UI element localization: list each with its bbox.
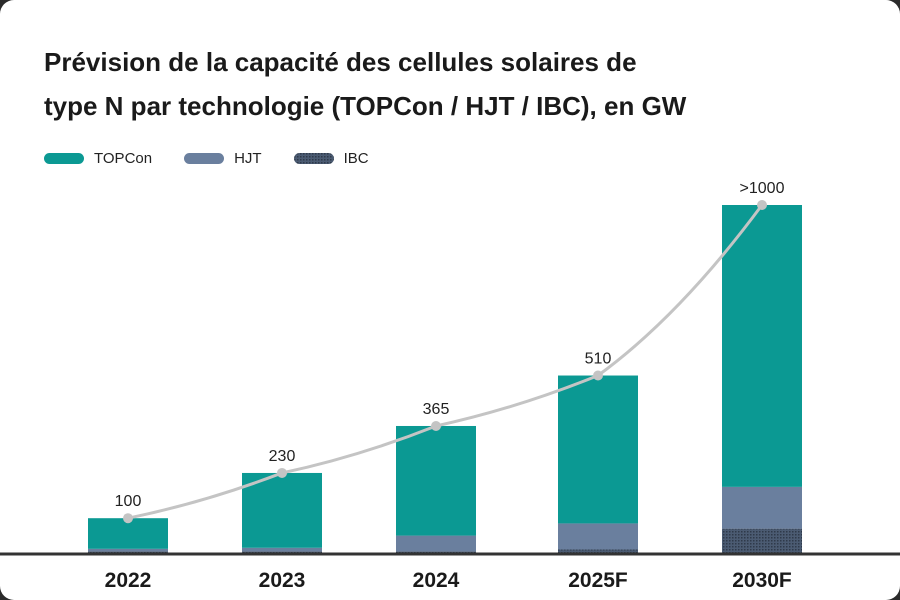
- legend-label-topcon: TOPCon: [94, 150, 153, 167]
- total-point-2025f: [593, 370, 603, 381]
- bar-hjt-2023: [242, 547, 322, 552]
- legend-label-ibc: IBC: [343, 150, 369, 167]
- bar-hjt-2022: [88, 548, 168, 552]
- x-tick-label-2030f: 2030F: [732, 569, 792, 592]
- x-tick-label-2024: 2024: [413, 569, 460, 592]
- bar-topcon-2024: [396, 425, 476, 536]
- bar-hjt-2025f: [558, 523, 638, 550]
- total-label-2023: 230: [269, 448, 296, 465]
- total-label-2030f: >1000: [740, 180, 785, 197]
- x-tick-label-2023: 2023: [259, 569, 306, 592]
- bar-ibc-2023: [242, 551, 322, 553]
- chart-legend: TOPCon HJT IBC: [44, 150, 401, 167]
- bar-topcon-2023: [242, 472, 322, 548]
- bar-topcon-2022: [88, 518, 168, 549]
- bar-hjt-2030f: [722, 486, 802, 529]
- legend-item-hjt: HJT: [184, 150, 262, 167]
- legend-label-hjt: HJT: [234, 150, 262, 167]
- x-tick-label-2025f: 2025F: [568, 569, 628, 592]
- total-point-2022: [123, 513, 133, 524]
- total-trend-line: [127, 204, 764, 520]
- bar-topcon-2030f: [722, 205, 802, 487]
- bar-topcon-2025f: [558, 375, 638, 524]
- total-label-2022: 100: [115, 493, 142, 510]
- legend-swatch-ibc: [293, 153, 334, 164]
- chart-title-line-1: Prévision de la capacité des cellules so…: [44, 47, 637, 77]
- legend-swatch-topcon: [44, 153, 84, 164]
- total-point-2030f: [757, 200, 767, 210]
- bar-ibc-2024: [396, 551, 476, 553]
- bar-ibc-2030f: [722, 528, 802, 553]
- bar-ibc-2022: [88, 551, 168, 553]
- legend-item-ibc: IBC: [293, 150, 369, 167]
- total-label-2025f: 510: [585, 351, 612, 368]
- bar-hjt-2024: [396, 535, 476, 552]
- total-point-2023: [277, 467, 287, 478]
- total-label-2024: 365: [423, 401, 450, 418]
- total-point-2024: [431, 420, 441, 431]
- x-tick-label-2022: 2022: [105, 569, 152, 592]
- legend-item-topcon: TOPCon: [44, 150, 152, 167]
- chart-title-line-2: type N par technologie (TOPCon / HJT / I…: [44, 91, 687, 121]
- chart-title: Prévision de la capacité des cellules so…: [44, 40, 864, 128]
- bar-ibc-2025f: [558, 549, 638, 553]
- legend-swatch-hjt: [184, 153, 225, 164]
